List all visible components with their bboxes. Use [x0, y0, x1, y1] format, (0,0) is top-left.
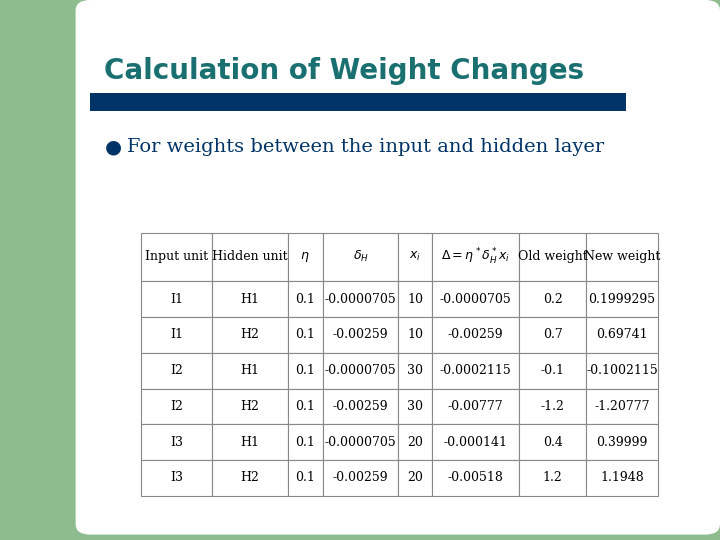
Text: Calculation of Weight Changes: Calculation of Weight Changes [104, 57, 585, 85]
FancyBboxPatch shape [76, 0, 720, 535]
Text: ●: ● [104, 138, 122, 157]
FancyBboxPatch shape [90, 93, 626, 111]
Text: For weights between the input and hidden layer: For weights between the input and hidden… [127, 138, 605, 156]
